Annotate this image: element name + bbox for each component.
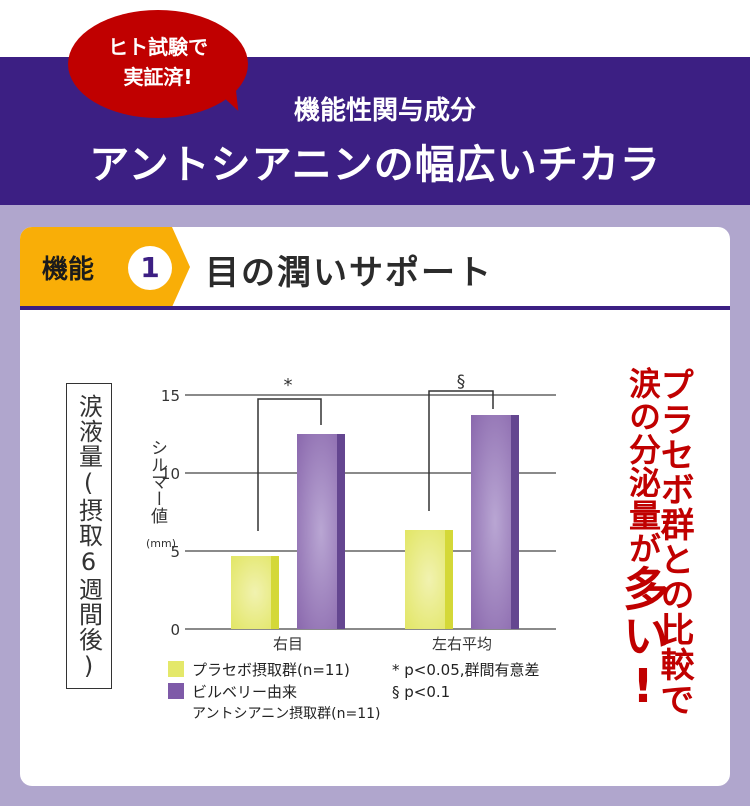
y-axis-label: シルマー値 [147, 439, 167, 524]
svg-text:左右平均: 左右平均 [432, 635, 492, 653]
significance-notes: * p<0.05,群間有意差 § p<0.1 [392, 659, 540, 703]
note-p005: * p<0.05,群間有意差 [392, 661, 540, 679]
svg-text:§: § [457, 372, 466, 392]
svg-text:10: 10 [161, 465, 180, 483]
header-subtitle: 機能性関与成分 [293, 96, 476, 126]
legend-swatch-yellow [168, 661, 184, 677]
svg-text:15: 15 [161, 387, 180, 405]
heading-divider [20, 306, 730, 310]
header-title: アントシアニンの幅広いチカラ [89, 142, 661, 188]
svg-text:*: * [284, 375, 293, 396]
note-p01: § p<0.1 [392, 683, 451, 701]
callout-line-1: プラセボ群との比較で [654, 367, 694, 717]
legend-swatch-purple [168, 683, 184, 699]
svg-text:0: 0 [170, 621, 180, 639]
bar-chart: 15 10 5 0 * § 右目 左右平均 [161, 372, 556, 653]
feature-card: 機能 1 目の潤いサポート 涙液量(摂取6週間後) 15 10 5 0 [20, 227, 730, 786]
callout-line-2: 涙の分泌量が多い! [616, 367, 670, 714]
svg-text:右目: 右目 [273, 635, 303, 653]
legend-item-bilberry-line2: アントシアニン摂取群(n=11) [192, 706, 381, 722]
chart-legend: プラセボ摂取群(n=11) ビルベリー由来 アントシアニン摂取群(n=11) [168, 659, 381, 725]
bubble-line-1: ヒト試験で [108, 35, 208, 59]
section-heading: 目の潤いサポート [205, 253, 493, 293]
svg-text:5: 5 [170, 543, 180, 561]
bubble-line-2: 実証済! [123, 65, 193, 89]
y-axis-unit: (mm) [146, 537, 177, 550]
feature-number-badge: 1 [128, 246, 172, 290]
chart-side-label: 涙液量(摂取6週間後) [66, 383, 112, 689]
feature-tag-label: 機能 [42, 255, 95, 285]
legend-item-placebo: プラセボ摂取群(n=11) [168, 659, 381, 681]
speech-bubble: ヒト試験で 実証済! [68, 10, 248, 118]
legend-item-bilberry: ビルベリー由来 [168, 681, 381, 703]
